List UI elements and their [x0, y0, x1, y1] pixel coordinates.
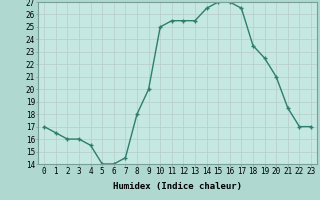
X-axis label: Humidex (Indice chaleur): Humidex (Indice chaleur) [113, 182, 242, 191]
